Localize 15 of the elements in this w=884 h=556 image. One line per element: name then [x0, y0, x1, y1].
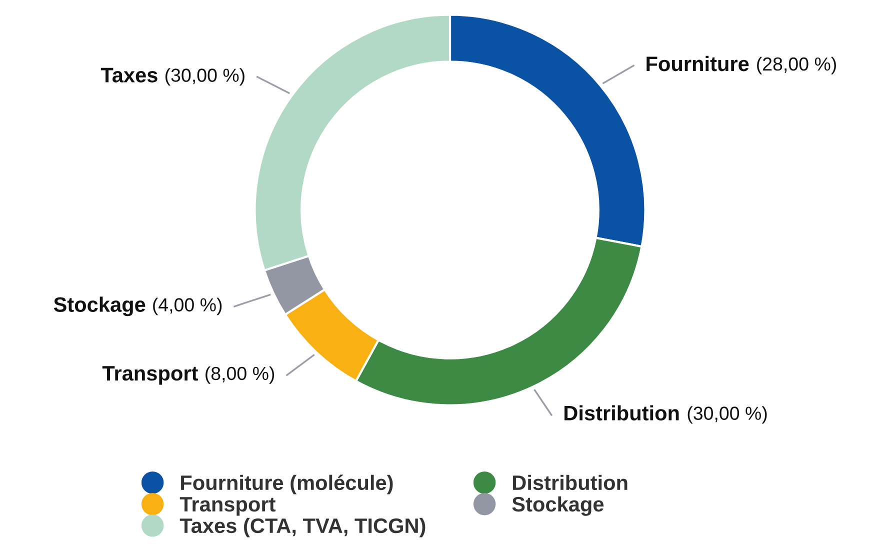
text: Taxes	[100, 68, 158, 82]
text: Transport	[102, 366, 198, 385]
data-label: (4,00 %)	[153, 298, 222, 316]
legend-label: Distribution	[513, 474, 628, 490]
data-label: (30,00 %)	[165, 68, 244, 86]
legend-label: Fourniture (molécule)	[181, 474, 393, 494]
legend-label: Stockage	[512, 496, 604, 516]
text: Stockage	[54, 296, 146, 316]
data-label: (28,00 %)	[757, 56, 836, 74]
text: Distribution	[564, 405, 679, 421]
data-label: (30,00 %)	[688, 406, 767, 424]
data-label: (8,00 %)	[206, 366, 274, 384]
legend-label: Taxes (CTA, TVA, TICGN)	[180, 518, 426, 538]
text: Fourniture	[646, 56, 749, 72]
legend-label: Transport	[180, 497, 276, 516]
